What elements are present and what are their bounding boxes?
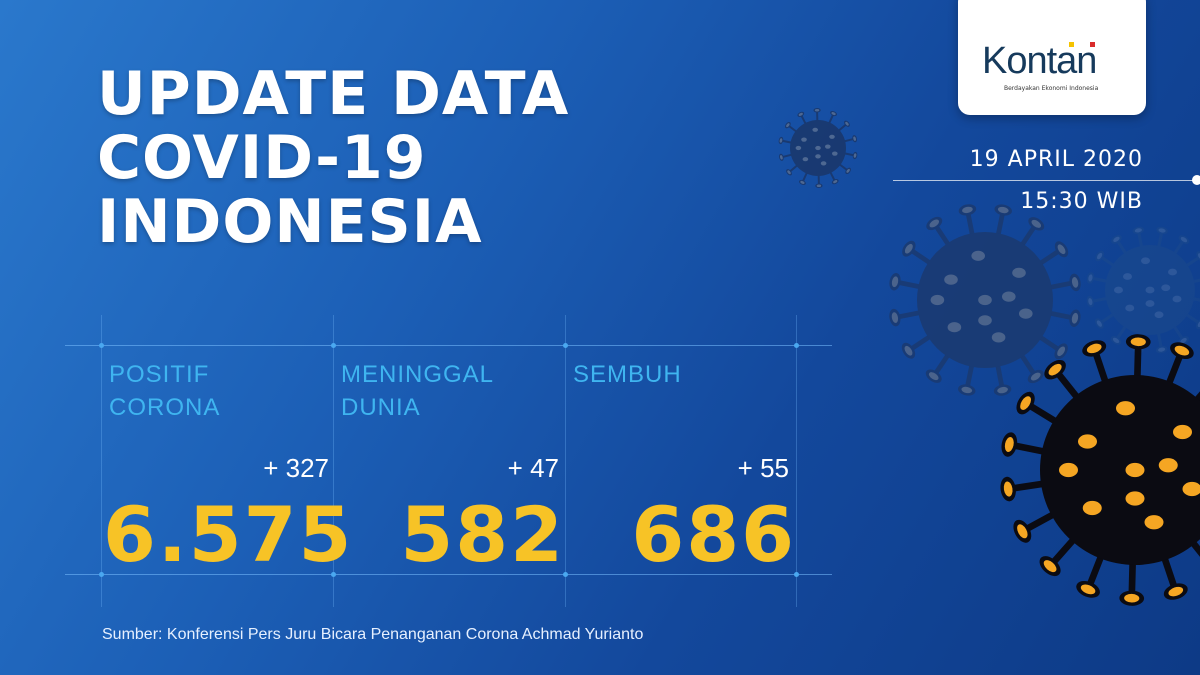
grid-dot: [331, 572, 336, 577]
title-line-2: COVID-19: [97, 123, 427, 193]
grid-dot: [794, 572, 799, 577]
stat-total-positive: 6.575: [103, 490, 354, 579]
stat-total-deaths: 582: [400, 490, 565, 579]
grid-dot: [99, 572, 104, 577]
grid-dot: [563, 343, 568, 348]
grid-line-bottom: [65, 574, 832, 575]
title-line-1: UPDATE DATA: [97, 59, 570, 129]
logo-dot-yellow: [1069, 42, 1074, 47]
grid-dot: [794, 343, 799, 348]
stat-label-line: MENINGGAL: [341, 361, 495, 388]
grid-line-v: [565, 315, 566, 607]
stat-delta-recovered: + 55: [737, 453, 789, 483]
stat-label-recovered: SEMBUH: [573, 358, 682, 391]
stat-label-positive: POSITIF CORONA: [109, 358, 220, 424]
logo-name: Kontan: [982, 40, 1097, 82]
report-date: 19 APRIL 2020: [969, 147, 1143, 172]
grid-line-v: [796, 315, 797, 607]
grid-dot: [563, 572, 568, 577]
grid-dot: [99, 343, 104, 348]
stat-delta-deaths: + 47: [507, 453, 559, 483]
stat-label-line: DUNIA: [341, 394, 421, 421]
report-time: 15:30 WIB: [1020, 189, 1143, 214]
kontan-logo: Kontan Berdayakan Ekonomi Indonesia: [958, 0, 1146, 115]
virus-icon: [778, 107, 858, 189]
grid-line-v: [101, 315, 102, 607]
source-note: Sumber: Konferensi Pers Juru Bicara Pena…: [102, 626, 644, 643]
divider-dot: [1192, 175, 1200, 185]
stat-label-line: CORONA: [109, 394, 221, 421]
grid-line-v: [333, 315, 334, 607]
grid-dot: [331, 343, 336, 348]
virus-icon: [889, 204, 1081, 396]
stat-label-line: SEMBUH: [573, 361, 682, 388]
stat-label-deaths: MENINGGAL DUNIA: [341, 358, 494, 424]
logo-dot-red: [1090, 42, 1095, 47]
virus-icon: [1086, 226, 1200, 354]
virus-icon: [1000, 334, 1200, 606]
title-line-3: INDONESIA: [97, 187, 483, 257]
grid-line-top: [65, 345, 832, 346]
page-title: UPDATE DATA COVID-19 INDONESIA: [97, 62, 569, 254]
stat-label-line: POSITIF: [109, 361, 210, 388]
stat-total-recovered: 686: [631, 490, 796, 579]
date-divider: [893, 180, 1198, 181]
logo-tagline: Berdayakan Ekonomi Indonesia: [1004, 85, 1099, 92]
stat-delta-positive: + 327: [263, 453, 329, 483]
